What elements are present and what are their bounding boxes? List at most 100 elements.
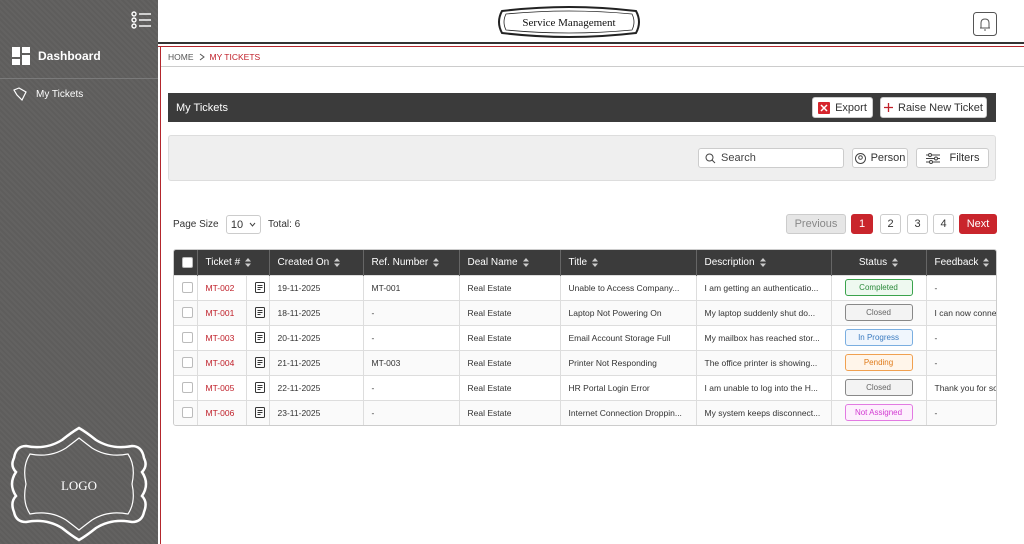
cell-text: - xyxy=(934,282,938,293)
raise-ticket-button[interactable]: Raise New Ticket xyxy=(880,97,987,118)
ticket-link[interactable]: MT-005 xyxy=(205,382,235,393)
button-label: Filters xyxy=(949,152,980,164)
nav-dashboard[interactable]: Dashboard xyxy=(12,47,101,65)
column-header[interactable]: Created On xyxy=(269,250,364,275)
sort-icon xyxy=(759,257,766,267)
cell-text: - xyxy=(371,332,375,343)
button-label: Raise New Ticket xyxy=(898,101,983,114)
search-input[interactable]: Search xyxy=(698,148,844,168)
column-header[interactable]: Ticket # xyxy=(197,250,270,275)
cell: MT-005 xyxy=(197,374,247,400)
cell: I am unable to log into the H... xyxy=(696,374,832,400)
ticket-link[interactable]: MT-001 xyxy=(205,307,235,318)
cell: Not Assigned xyxy=(831,399,927,425)
cell: 20-11-2025 xyxy=(269,324,364,350)
cell: HR Portal Login Error xyxy=(560,374,697,400)
ticket-link[interactable]: MT-004 xyxy=(205,357,235,368)
select-cell xyxy=(174,299,198,325)
export-button[interactable]: Export xyxy=(812,97,873,118)
page-button[interactable]: 1 xyxy=(851,214,873,234)
cell: MT-003 xyxy=(363,349,460,375)
notes-cell xyxy=(246,299,270,325)
checkbox[interactable] xyxy=(182,382,193,394)
page-size-label: Page Size xyxy=(173,219,219,230)
page-size-select[interactable]: 10 xyxy=(226,215,261,234)
column-label: Ref. Number xyxy=(371,256,429,268)
cell: Closed xyxy=(831,374,927,400)
next-button[interactable]: Next xyxy=(959,214,997,234)
previous-button[interactable]: Previous xyxy=(786,214,846,234)
sliders-icon xyxy=(925,152,940,164)
cell-text: MT-003 xyxy=(371,357,401,368)
cell: Real Estate xyxy=(459,324,561,350)
cell: MT-006 xyxy=(197,399,247,425)
cell: MT-002 xyxy=(197,274,247,300)
page-button[interactable]: 2 xyxy=(880,214,901,234)
select-cell xyxy=(174,274,198,300)
excel-icon xyxy=(818,101,831,114)
column-header[interactable]: Status xyxy=(831,250,927,275)
cell: - xyxy=(363,299,460,325)
cell-text: Unable to Access Company... xyxy=(568,282,680,293)
page-button[interactable]: 3 xyxy=(907,214,928,234)
placeholder: Search xyxy=(721,152,756,164)
column-header[interactable]: Feedback xyxy=(926,250,996,275)
sidebar: Dashboard My Tickets LOGO xyxy=(0,0,158,544)
cell-text: - xyxy=(934,332,938,343)
checkbox[interactable] xyxy=(182,256,193,268)
cell-text: 22-11-2025 xyxy=(277,382,321,393)
toolbar-title: My Tickets xyxy=(176,102,228,114)
cell: My mailbox has reached stor... xyxy=(696,324,832,350)
ticket-row: MT-001 18-11-2025 - Real Estate Laptop Not P… xyxy=(174,299,997,325)
notes-icon xyxy=(254,282,265,294)
notes-icon xyxy=(254,307,265,319)
cell: - xyxy=(363,399,460,425)
cell: I am getting an authenticatio... xyxy=(696,274,832,300)
column-header[interactable]: Description xyxy=(696,250,832,275)
person-filter[interactable]: Person xyxy=(852,148,908,168)
ticket-link[interactable]: MT-006 xyxy=(205,407,235,418)
crumb-separator xyxy=(199,53,205,61)
notification-button[interactable] xyxy=(973,12,997,36)
column-label: Ticket # xyxy=(205,256,241,268)
cell-text: I can now conne xyxy=(934,307,997,318)
ticket-link[interactable]: MT-003 xyxy=(205,332,235,343)
header: Service Management xyxy=(158,0,1024,43)
ticket-link[interactable]: MT-002 xyxy=(205,282,235,293)
checkbox[interactable] xyxy=(182,307,193,319)
header-row: Ticket # Created On Ref. Number Deal Name Ti… xyxy=(174,250,996,275)
notes-cell xyxy=(246,349,270,375)
ticket-row: MT-005 22-11-2025 - Real Estate HR Portal Lo… xyxy=(174,374,997,400)
cell-text: My system keeps disconnect... xyxy=(704,407,821,418)
menu-toggle[interactable] xyxy=(131,11,153,29)
checkbox[interactable] xyxy=(182,332,193,344)
select-all[interactable] xyxy=(174,250,198,275)
column-header[interactable]: Title xyxy=(560,250,697,275)
notes-icon xyxy=(254,357,265,369)
filters-button[interactable]: Filters xyxy=(916,148,989,168)
column-header[interactable]: Ref. Number xyxy=(363,250,460,275)
person-icon xyxy=(854,152,866,164)
cell-text: Real Estate xyxy=(467,282,512,293)
checkbox[interactable] xyxy=(182,407,193,419)
cell: 18-11-2025 xyxy=(269,299,364,325)
dashboard-icon xyxy=(12,47,30,65)
cell-text: I am unable to log into the H... xyxy=(704,382,818,393)
search-icon xyxy=(705,153,716,163)
cell: 23-11-2025 xyxy=(269,399,364,425)
checkbox[interactable] xyxy=(182,357,193,369)
cell-text: Thank you for so xyxy=(934,382,997,393)
column-header[interactable]: Deal Name xyxy=(459,250,561,275)
sort-icon xyxy=(892,257,899,267)
nav-my-tickets[interactable]: My Tickets xyxy=(12,87,83,101)
cell: Laptop Not Powering On xyxy=(560,299,697,325)
button-label: Person xyxy=(870,152,906,164)
status-badge: Closed xyxy=(844,379,913,396)
select-cell xyxy=(174,324,198,350)
cell: Real Estate xyxy=(459,274,561,300)
page-button[interactable]: 4 xyxy=(933,214,954,234)
checkbox[interactable] xyxy=(182,282,193,294)
ticket-row: MT-006 23-11-2025 - Real Estate Internet Con… xyxy=(174,399,996,425)
cell: - xyxy=(926,349,996,375)
crumb[interactable]: HOME xyxy=(168,52,194,62)
